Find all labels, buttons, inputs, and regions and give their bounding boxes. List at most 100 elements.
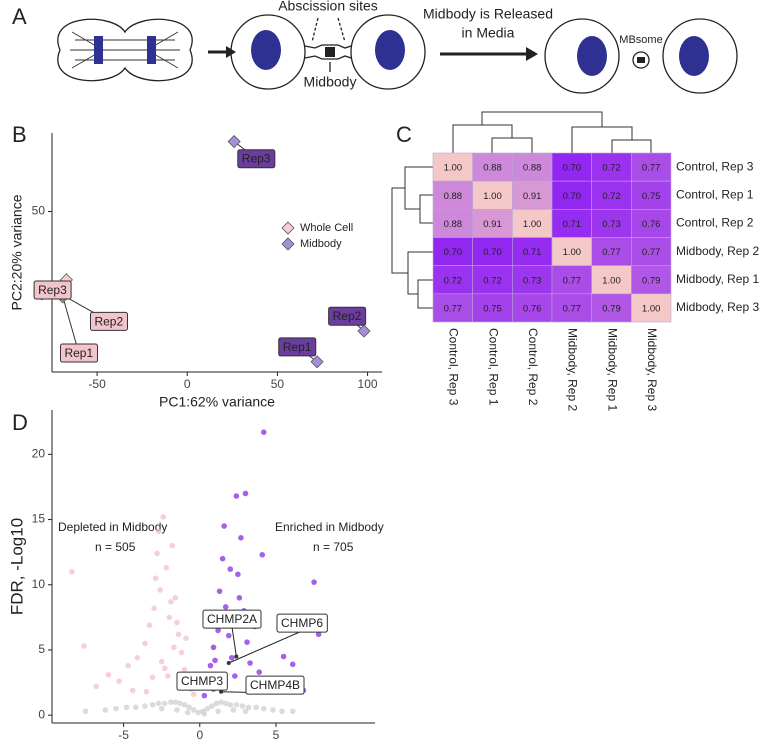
- point: [172, 595, 179, 601]
- point-label: CHMP4B: [250, 678, 300, 692]
- x-tick-label: 5: [273, 728, 280, 741]
- heatmap-cell: [631, 237, 672, 266]
- point: [227, 134, 241, 149]
- point: [181, 701, 188, 708]
- label-box: [245, 675, 305, 695]
- cell-label: 0.88: [523, 163, 542, 174]
- cell-label: 0.70: [563, 191, 582, 202]
- point-label: Rep1: [283, 340, 312, 354]
- point: [230, 707, 237, 713]
- point: [169, 542, 176, 549]
- cell-label: 0.71: [523, 247, 542, 258]
- point: [158, 705, 165, 712]
- point: [154, 550, 160, 557]
- point: [161, 665, 168, 672]
- point: [69, 568, 75, 575]
- point: [219, 555, 226, 562]
- point: [132, 704, 139, 711]
- label-box: [276, 613, 328, 633]
- column-dendrogram: [452, 111, 652, 153]
- cell-label: 0.91: [523, 191, 542, 202]
- cell-label: 1.00: [642, 303, 661, 314]
- legend-label: Midbody: [300, 238, 342, 250]
- annotation: Depleted in Midbody: [58, 520, 167, 534]
- point: [236, 595, 243, 601]
- legend-marker: [281, 221, 295, 235]
- point: [218, 699, 224, 705]
- point: [279, 708, 285, 715]
- row-label: Midbody, Rep 2: [676, 244, 759, 258]
- diagram-label: in Media: [462, 25, 515, 41]
- heatmap-cell: [551, 237, 592, 266]
- heatmap-cell: [591, 180, 632, 210]
- point: [213, 700, 220, 707]
- point: [82, 708, 89, 715]
- heatmap-cell: [631, 265, 672, 295]
- point: [190, 691, 197, 698]
- cell-label: 0.77: [563, 303, 582, 314]
- highlight-point: [234, 654, 239, 659]
- point: [190, 707, 197, 713]
- intercellular-bridge: [304, 44, 352, 60]
- x-tick-label: 50: [271, 377, 285, 391]
- label-box: [328, 306, 367, 326]
- cell-label: 0.79: [642, 275, 661, 286]
- point: [186, 704, 192, 711]
- point: [245, 704, 252, 711]
- point: [233, 493, 240, 499]
- point: [233, 701, 240, 708]
- cell-label: 0.73: [523, 275, 542, 286]
- point-label: Rep2: [333, 309, 362, 323]
- annotation: Enriched in Midbody: [275, 520, 384, 534]
- point: [247, 660, 253, 666]
- y-axis-label: PC2:20% variance: [9, 194, 25, 310]
- point: [242, 708, 249, 715]
- row-label: Control, Rep 1: [676, 187, 754, 201]
- point: [157, 587, 163, 593]
- cell-label: 0.76: [523, 303, 542, 314]
- cell-label: 0.91: [483, 219, 502, 230]
- point: [270, 707, 276, 713]
- row-label: Midbody, Rep 3: [676, 300, 759, 314]
- point: [221, 523, 227, 529]
- row-label: Control, Rep 2: [676, 216, 754, 230]
- cell-label: 0.77: [563, 275, 582, 286]
- heatmap-cell: [432, 293, 473, 323]
- heatmap-cell: [591, 265, 632, 295]
- point: [253, 704, 259, 711]
- point: [201, 692, 208, 699]
- daughter-cell: [230, 14, 306, 90]
- point: [174, 619, 180, 626]
- cell-division-diagram: [57, 14, 738, 94]
- point: [216, 588, 223, 595]
- heatmap-cell: [591, 152, 632, 182]
- cell-label: 0.72: [602, 191, 621, 202]
- point: [204, 705, 211, 712]
- highlight-point: [226, 661, 231, 666]
- point: [151, 605, 157, 612]
- row-label: Control, Rep 3: [676, 159, 754, 173]
- point: [175, 631, 182, 638]
- cell-label: 0.71: [563, 219, 582, 230]
- chromosomes: [147, 36, 156, 64]
- diagram-label: MBsome: [619, 34, 662, 46]
- cell-label: 0.72: [483, 275, 502, 286]
- point: [225, 632, 232, 639]
- point-label: Rep3: [242, 152, 271, 166]
- point: [102, 707, 109, 713]
- point: [201, 711, 208, 717]
- point: [143, 688, 150, 695]
- x-tick-label: -5: [118, 728, 129, 741]
- point: [113, 705, 119, 712]
- point: [222, 604, 229, 610]
- annotation: n = 505: [95, 540, 136, 554]
- point: [238, 535, 244, 541]
- label-box: [59, 343, 98, 363]
- point: [310, 355, 324, 369]
- column-label: Control, Rep 3: [447, 328, 461, 406]
- label-box: [176, 671, 228, 691]
- point: [105, 671, 112, 678]
- point: [129, 687, 136, 694]
- mbsome-core: [637, 57, 645, 63]
